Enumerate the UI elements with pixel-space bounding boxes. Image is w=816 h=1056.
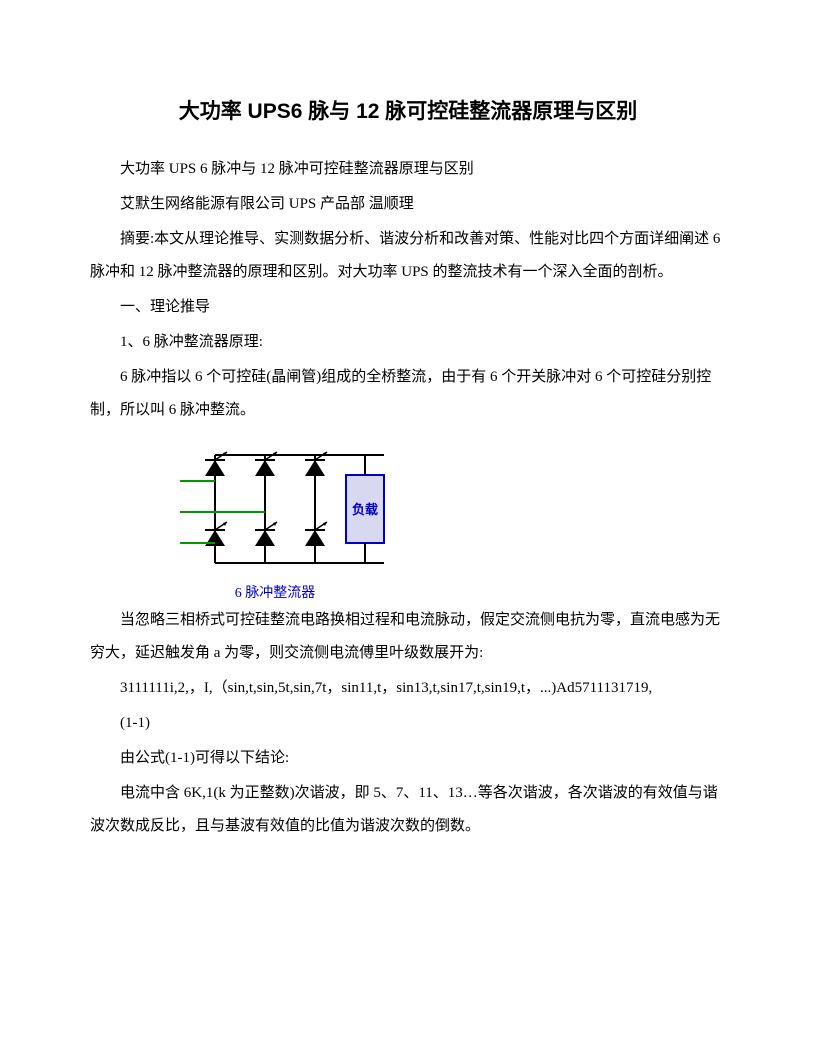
para-subtitle: 大功率 UPS 6 脉冲与 12 脉冲可控硅整流器原理与区别 [90, 153, 726, 186]
para-formula-num: (1-1) [90, 707, 726, 740]
para-6pulse-desc: 6 脉冲指以 6 个可控硅(晶闸管)组成的全桥整流，由于有 6 个开关脉冲对 6… [90, 361, 726, 427]
para-conclusion-intro: 由公式(1-1)可得以下结论: [90, 742, 726, 775]
para-conclusion: 电流中含 6K,1(k 为正整数)次谐波，即 5、7、11、13…等各次谐波，各… [90, 777, 726, 843]
para-subsection-1-1: 1、6 脉冲整流器原理: [90, 326, 726, 359]
para-abstract: 摘要:本文从理论推导、实测数据分析、谐波分析和改善对策、性能对比四个方面详细阐述… [90, 223, 726, 289]
diagram-caption: 6 脉冲整流器 [150, 582, 400, 602]
para-formula: 3111111i,2,，I,（sin,t,sin,5t,sin,7t，sin11… [90, 672, 726, 705]
para-assumption: 当忽略三相桥式可控硅整流电路换相过程和电流脉动，假定交流侧电抗为零，直流电感为无… [90, 604, 726, 670]
circuit-diagram: 负载 6 脉冲整流器 [180, 433, 726, 602]
circuit-svg: 负载 [180, 433, 410, 573]
svg-text:负载: 负载 [352, 502, 378, 517]
page-title: 大功率 UPS6 脉与 12 脉可控硅整流器原理与区别 [90, 95, 726, 125]
para-section-1: 一、理论推导 [90, 291, 726, 324]
para-author: 艾默生网络能源有限公司 UPS 产品部 温顺理 [90, 188, 726, 221]
